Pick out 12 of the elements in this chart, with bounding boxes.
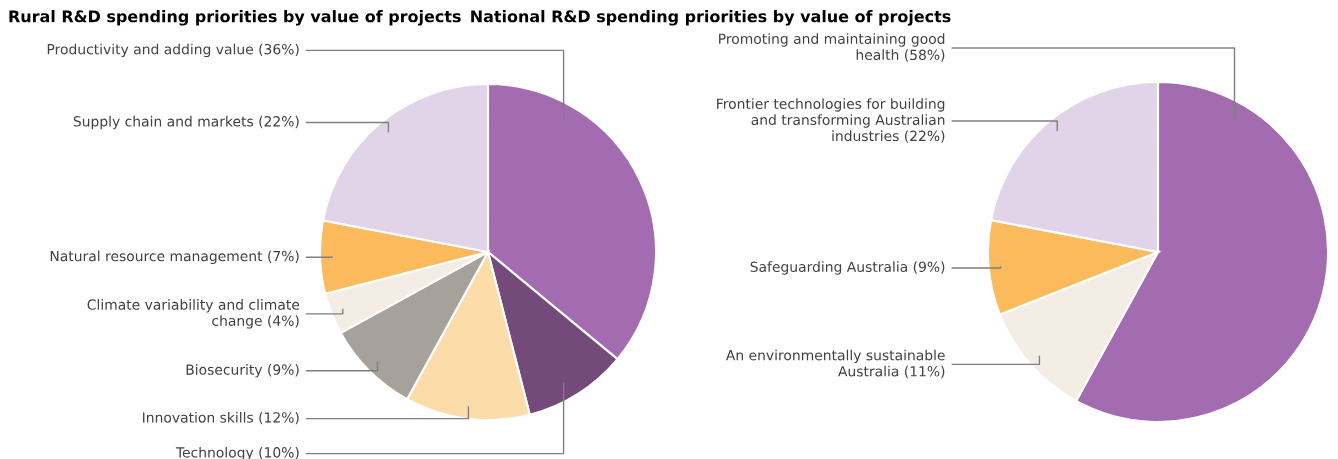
slice-label: An environmentally sustainable Australia (11%): [725, 349, 945, 379]
slice-label: Safeguarding Australia (9%): [750, 261, 945, 275]
slice-label: Frontier technologies for building and transforming Australian industries (22%): [717, 98, 945, 143]
slice-label: Supply chain and markets (22%): [73, 115, 299, 130]
slice-label: Promoting and maintaining good health (58%): [719, 33, 945, 62]
slice-label: Innovation skills (12%): [143, 411, 299, 425]
slice-label: Biosecurity (9%): [186, 364, 299, 378]
chart-title: Rural R&D spending priorities by value of projects: [9, 10, 461, 26]
slice-label: Climate variability and climate change (4%): [87, 299, 300, 329]
chart-title: National R&D spending priorities by value of projects: [471, 10, 951, 26]
slice-label: Productivity and adding value (36%): [47, 43, 299, 58]
slice-label: Natural resource management (7%): [50, 250, 299, 264]
